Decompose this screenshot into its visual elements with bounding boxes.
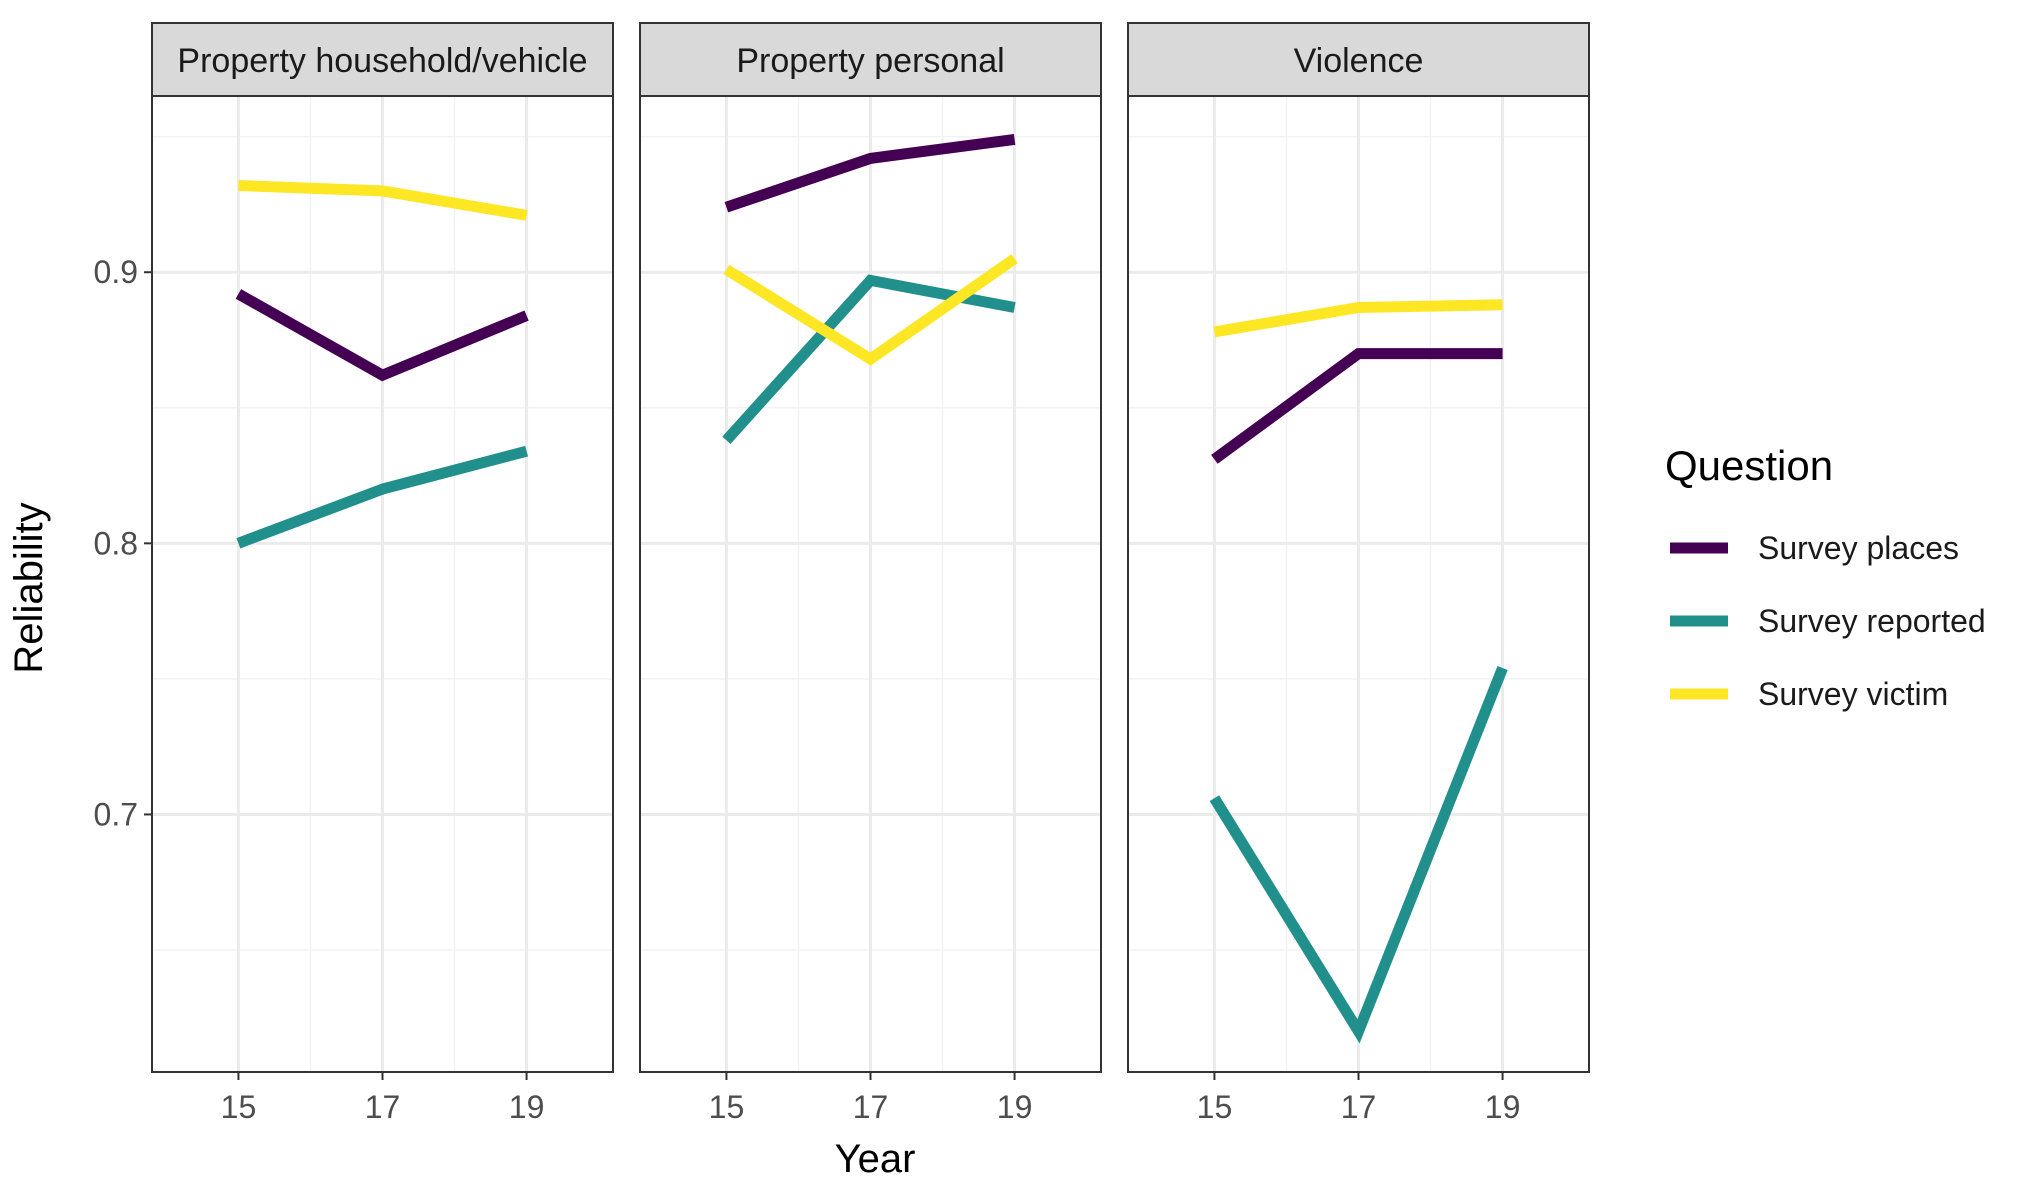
legend: Question Survey places Survey reported Sur… <box>1665 442 1986 712</box>
x-tick-label: 17 <box>1341 1089 1377 1125</box>
x-axis-title: Year <box>835 1137 916 1181</box>
x-tick-label: 19 <box>509 1089 545 1125</box>
facet-strip-label: Property personal <box>736 42 1004 80</box>
y-axis: 0.7 0.8 0.9 <box>94 254 152 832</box>
legend-label: Survey places <box>1758 530 1959 566</box>
series-line <box>724 133 1016 213</box>
y-tick-label: 0.9 <box>94 254 138 290</box>
series-line <box>1213 299 1503 338</box>
legend-title: Question <box>1665 442 1833 489</box>
facet-strip-label: Violence <box>1294 42 1424 80</box>
x-tick-label: 15 <box>221 1089 257 1125</box>
y-axis-title: Reliability <box>7 502 51 673</box>
x-tick-label: 15 <box>1197 1089 1233 1125</box>
facet-strip <box>1127 22 1590 97</box>
legend-label: Survey victim <box>1758 676 1948 712</box>
y-tick-label: 0.8 <box>94 525 138 561</box>
series-line <box>723 254 1018 366</box>
facet-strip-label: Property household/vehicle <box>177 42 587 80</box>
x-tick-label: 17 <box>853 1089 889 1125</box>
series-line <box>1211 348 1503 464</box>
x-tick-label: 19 <box>1485 1089 1521 1125</box>
x-tick-label: 15 <box>709 1089 745 1125</box>
facet-strip <box>639 22 1102 97</box>
facet-strip <box>151 22 614 97</box>
series-line <box>235 289 529 382</box>
y-tick-label: 0.7 <box>94 796 138 832</box>
x-tick-label: 17 <box>365 1089 401 1125</box>
facet-panel: Property household/vehicle 15 17 19 <box>151 22 614 1125</box>
series-line <box>238 180 528 221</box>
series-line <box>1209 665 1508 1044</box>
legend-label: Survey reported <box>1758 603 1986 639</box>
facet-panel: Property personal 15 17 19 <box>639 22 1102 1125</box>
x-tick-label: 19 <box>997 1089 1033 1125</box>
facet-panel: Violence 15 17 19 <box>1127 22 1590 1125</box>
series-line <box>236 445 528 549</box>
